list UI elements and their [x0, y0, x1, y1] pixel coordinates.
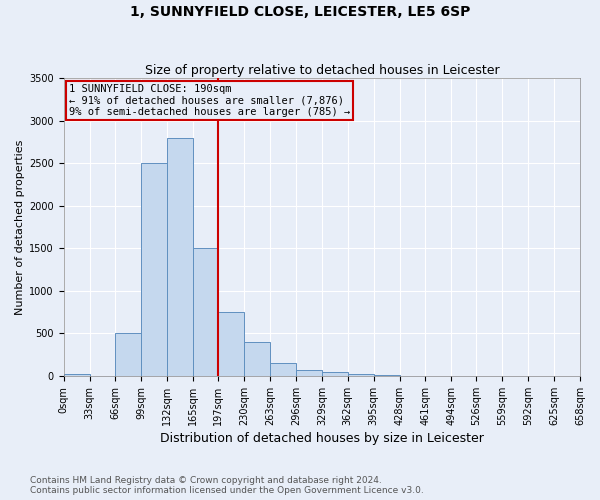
Y-axis label: Number of detached properties: Number of detached properties [15, 140, 25, 315]
Bar [270, 363, 296, 376]
Title: Size of property relative to detached houses in Leicester: Size of property relative to detached ho… [145, 64, 499, 77]
Bar [374, 375, 400, 376]
Bar [348, 374, 374, 376]
Bar [193, 248, 218, 376]
Text: Contains HM Land Registry data © Crown copyright and database right 2024.
Contai: Contains HM Land Registry data © Crown c… [30, 476, 424, 495]
Bar [244, 342, 270, 376]
Bar [322, 372, 348, 376]
Bar [115, 334, 142, 376]
Bar [296, 370, 322, 376]
X-axis label: Distribution of detached houses by size in Leicester: Distribution of detached houses by size … [160, 432, 484, 445]
Text: 1, SUNNYFIELD CLOSE, LEICESTER, LE5 6SP: 1, SUNNYFIELD CLOSE, LEICESTER, LE5 6SP [130, 5, 470, 19]
Bar [142, 163, 167, 376]
Bar [218, 312, 244, 376]
Bar [167, 138, 193, 376]
Bar [64, 374, 89, 376]
Text: 1 SUNNYFIELD CLOSE: 190sqm
← 91% of detached houses are smaller (7,876)
9% of se: 1 SUNNYFIELD CLOSE: 190sqm ← 91% of deta… [69, 84, 350, 117]
